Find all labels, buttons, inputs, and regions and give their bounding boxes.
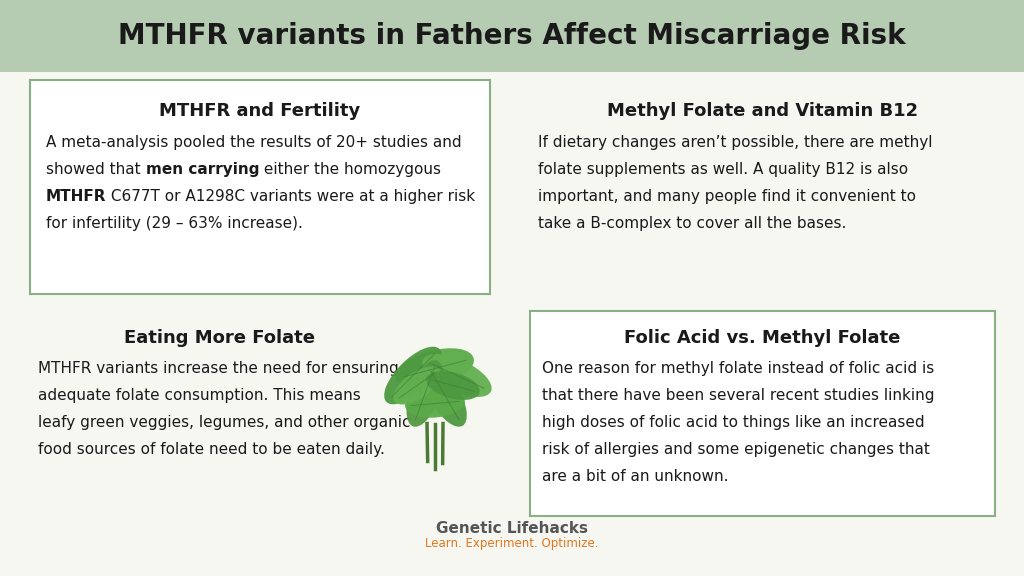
Text: take a B-complex to cover all the bases.: take a B-complex to cover all the bases. [538,216,847,231]
Text: high doses of folic acid to things like an increased: high doses of folic acid to things like … [542,415,925,430]
Text: MTHFR variants increase the need for ensuring: MTHFR variants increase the need for ens… [38,361,398,376]
Text: showed that: showed that [46,162,145,177]
Ellipse shape [423,364,467,427]
Ellipse shape [396,348,474,389]
Text: men carrying: men carrying [145,162,259,177]
Text: MTHFR and Fertility: MTHFR and Fertility [160,102,360,120]
Text: important, and many people find it convenient to: important, and many people find it conve… [538,189,916,204]
Text: Folic Acid vs. Methyl Folate: Folic Acid vs. Methyl Folate [625,329,901,347]
Text: leafy green veggies, legumes, and other organic: leafy green veggies, legumes, and other … [38,415,411,430]
Bar [0,0,1024,72]
Text: MTHFR: MTHFR [46,189,106,204]
Text: Genetic Lifehacks: Genetic Lifehacks [436,521,588,536]
Text: Eating More Folate: Eating More Folate [125,329,315,347]
Ellipse shape [422,354,492,397]
Text: food sources of folate need to be eaten daily.: food sources of folate need to be eaten … [38,442,385,457]
Text: Methyl Folate and Vitamin B12: Methyl Folate and Vitamin B12 [607,102,919,120]
Text: MTHFR variants in Fathers Affect Miscarriage Risk: MTHFR variants in Fathers Affect Miscarr… [118,22,906,50]
Text: risk of allergies and some epigenetic changes that: risk of allergies and some epigenetic ch… [542,442,930,457]
Bar [30,80,490,294]
Text: If dietary changes aren’t possible, there are methyl: If dietary changes aren’t possible, ther… [538,135,933,150]
Ellipse shape [407,360,443,427]
Bar [530,311,995,516]
Text: C677T or A1298C variants were at a higher risk: C677T or A1298C variants were at a highe… [106,189,475,204]
Text: adequate folate consumption. This means: adequate folate consumption. This means [38,388,360,403]
Text: are a bit of an unknown.: are a bit of an unknown. [542,469,728,484]
Text: A meta-analysis pooled the results of 20+ studies and: A meta-analysis pooled the results of 20… [46,135,462,150]
Text: folate supplements as well. A quality B12 is also: folate supplements as well. A quality B1… [538,162,908,177]
Ellipse shape [426,371,480,400]
Text: Learn. Experiment. Optimize.: Learn. Experiment. Optimize. [425,537,599,550]
Ellipse shape [406,389,465,418]
Ellipse shape [393,366,440,404]
Text: for infertility (29 – 63% increase).: for infertility (29 – 63% increase). [46,216,303,231]
Text: that there have been several recent studies linking: that there have been several recent stud… [542,388,935,403]
Text: One reason for methyl folate instead of folic acid is: One reason for methyl folate instead of … [542,361,934,376]
Ellipse shape [384,347,441,404]
Text: either the homozygous: either the homozygous [259,162,441,177]
